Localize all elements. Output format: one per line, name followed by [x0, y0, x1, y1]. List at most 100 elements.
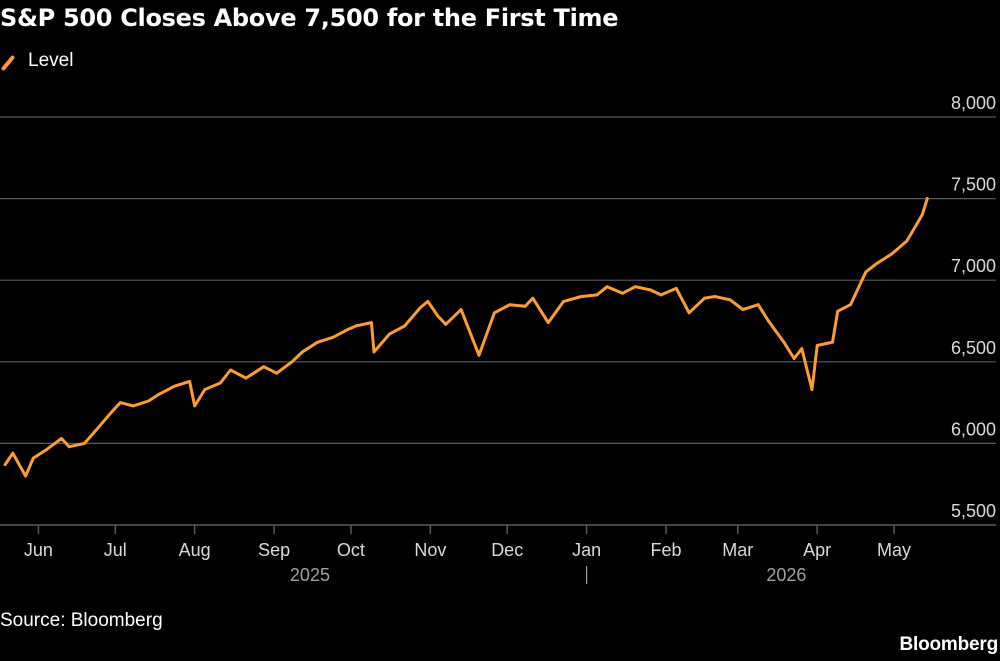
data-point [218, 381, 222, 385]
data-point [562, 300, 565, 303]
series-layer [3, 197, 929, 478]
series-line-level [3, 197, 929, 478]
data-point [836, 309, 840, 313]
x-year-label: 2026 [766, 565, 806, 585]
x-tick-label: Jan [572, 540, 601, 560]
data-point [728, 298, 732, 302]
x-tick-label: Oct [337, 540, 365, 560]
x-tick-label: Jul [104, 540, 127, 560]
data-point [95, 427, 99, 431]
x-tick-label: Sep [258, 540, 290, 560]
data-point [172, 384, 176, 388]
data-point [890, 252, 893, 256]
data-point [290, 360, 294, 364]
data-point [347, 327, 350, 331]
data-point [493, 311, 496, 315]
data-point [782, 340, 786, 344]
data-point [262, 365, 266, 369]
data-point [370, 321, 373, 324]
data-point [229, 368, 232, 372]
y-tick-label: 5,500 [951, 501, 996, 521]
x-tick-label: Jun [24, 540, 53, 560]
data-point [147, 399, 151, 403]
data-point [810, 388, 814, 391]
data-point [874, 262, 878, 266]
data-point [316, 340, 319, 344]
data-point [580, 295, 583, 298]
y-tick-label: 7,500 [951, 175, 996, 195]
data-point [595, 293, 599, 297]
data-point [508, 303, 512, 307]
data-point [444, 322, 448, 326]
data-point [203, 388, 207, 391]
data-point [331, 335, 335, 339]
x-year-label: 2025 [290, 565, 330, 585]
data-point [815, 344, 819, 347]
x-tick-label: Apr [803, 540, 831, 560]
data-point [905, 239, 909, 243]
y-tick-label: 6,500 [951, 338, 996, 358]
data-point [157, 393, 161, 396]
x-tick-label: Aug [179, 540, 211, 560]
data-point [188, 380, 192, 383]
data-point [119, 401, 122, 404]
data-point [523, 304, 527, 308]
data-point [920, 213, 924, 217]
data-point [477, 353, 481, 357]
data-point [426, 300, 430, 303]
gridlines [0, 116, 996, 526]
data-point [403, 324, 407, 328]
bloomberg-logo: Bloomberg [899, 634, 999, 655]
data-point [354, 324, 358, 328]
data-point [244, 376, 248, 380]
data-point [388, 332, 391, 336]
data-point [621, 291, 624, 295]
data-point [436, 314, 440, 318]
data-point [687, 311, 691, 315]
x-tick-label: Feb [651, 540, 682, 560]
data-point [300, 350, 304, 354]
chart-title: S&P 500 Closes Above 7,500 for the First… [0, 4, 619, 32]
data-point [703, 296, 706, 300]
data-point [649, 288, 653, 292]
data-point [44, 448, 48, 452]
data-point [131, 404, 135, 408]
data-point [633, 285, 637, 289]
data-point [674, 287, 678, 290]
x-axis: Jun Jul Aug Sep Oct Nov Dec Jan Feb Mar Apr May 2025… [24, 525, 911, 585]
data-point [11, 451, 15, 455]
data-point [713, 295, 717, 298]
data-point [111, 409, 115, 413]
data-point [67, 445, 71, 449]
data-point [925, 197, 929, 201]
data-point [193, 404, 197, 408]
data-point [864, 270, 868, 274]
x-tick-label: Mar [722, 540, 753, 560]
data-point [756, 303, 760, 307]
data-point [83, 442, 86, 445]
source-note: Source: Bloomberg [0, 610, 163, 631]
data-point [800, 347, 804, 351]
data-point [767, 319, 770, 323]
data-point [792, 357, 796, 360]
y-tick-label: 7,000 [951, 256, 996, 276]
x-tick-label: Dec [491, 540, 523, 560]
data-point [531, 296, 535, 300]
data-point [831, 340, 834, 344]
y-axis-labels: 5,500 6,000 6,500 7,000 7,500 8,000 [951, 93, 996, 521]
data-point [275, 371, 279, 375]
data-point [418, 306, 422, 310]
data-point [849, 303, 852, 307]
data-point [459, 308, 463, 311]
data-point [24, 474, 27, 478]
data-point [3, 463, 7, 466]
x-tick-label: Nov [414, 540, 446, 560]
data-point [741, 308, 745, 311]
data-point [372, 350, 376, 354]
data-point [60, 437, 63, 440]
y-tick-label: 6,000 [951, 419, 996, 439]
data-point [31, 456, 35, 460]
legend-label-level: Level [28, 50, 74, 71]
data-point [659, 293, 663, 297]
